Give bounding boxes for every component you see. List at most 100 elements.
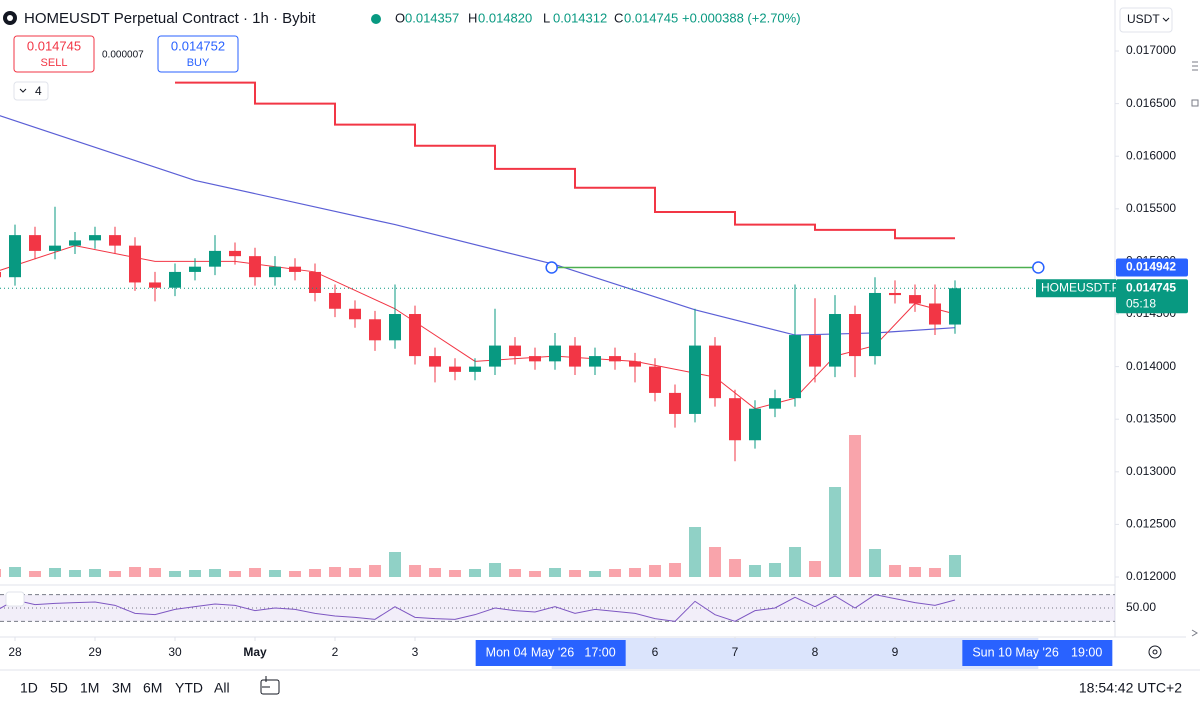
volume-bar [749, 565, 761, 577]
timeframe-button[interactable]: 3M [112, 680, 131, 696]
volume-bar [409, 565, 421, 577]
buy-label: BUY [187, 57, 210, 69]
candle-body [809, 335, 821, 367]
symbol-logo-inner [7, 15, 13, 21]
x-tick-label: 7 [732, 645, 739, 659]
volume-bar [549, 568, 561, 577]
x-tick-label: May [243, 645, 267, 659]
right-toolbar-icons [1191, 61, 1199, 637]
volume-bar [249, 568, 261, 577]
x-tick-label: 6 [652, 645, 659, 659]
x-tick-label: 8 [812, 645, 819, 659]
candle-body [569, 345, 581, 367]
volume-bar [929, 568, 941, 577]
candle-body [49, 245, 61, 251]
candle-body [9, 235, 21, 278]
candle-body [229, 250, 241, 257]
crosshair-date: Mon 04 May '26 [486, 645, 575, 659]
crosshair-time-tag [962, 640, 1113, 666]
y-tick-label: 0.015500 [1126, 201, 1176, 215]
timeframe-button[interactable]: 1M [80, 680, 99, 696]
volume-bar [829, 487, 841, 577]
rsi-tick-label: 50.00 [1126, 600, 1156, 614]
timeframe-button[interactable]: 1D [20, 680, 38, 696]
x-tick-label: 29 [88, 645, 102, 659]
buy-button[interactable] [157, 35, 239, 73]
volume-bar [429, 568, 441, 577]
candle-body [309, 271, 321, 293]
settings-icon[interactable] [1148, 645, 1162, 659]
volume-bar [149, 568, 161, 577]
candle-body [289, 266, 301, 272]
candle-body [0, 271, 1, 278]
candle-body [529, 356, 541, 362]
volume-bar [909, 567, 921, 577]
volume-bar [849, 435, 861, 577]
candle-body [709, 345, 721, 399]
sell-label: SELL [41, 57, 68, 69]
ohlc-key: C [614, 10, 623, 25]
ohlc-value: 0.014820 [478, 10, 532, 25]
icon[interactable] [1191, 99, 1199, 107]
volume-bar [589, 571, 601, 577]
timeframe-button[interactable]: 5D [50, 680, 68, 696]
rsi-legend-toggle[interactable] [5, 591, 25, 607]
timeframe-button[interactable]: 6M [143, 680, 162, 696]
ohlc-value: 0.014745 [624, 10, 678, 25]
currency: USDT [1127, 12, 1160, 26]
indicator-toggle[interactable] [13, 81, 49, 101]
candle-body [169, 271, 181, 288]
rsi-line [0, 594, 956, 622]
x-tick-label: 2 [332, 645, 339, 659]
candle-body [189, 266, 201, 272]
market-status [371, 14, 381, 24]
right-toolbar [1186, 40, 1200, 640]
volume-bar [729, 559, 741, 577]
timeframe-button[interactable]: YTD [175, 680, 203, 696]
candle-body [489, 345, 501, 367]
icon[interactable] [1191, 629, 1198, 637]
clock: 18:54:42 UTC+2 [1079, 680, 1182, 696]
ohlc-key: H [468, 10, 477, 25]
volume-bar [889, 565, 901, 577]
ray-price-label: 0.014942 [1126, 260, 1176, 274]
volume-bar [489, 563, 501, 577]
timeframe-button[interactable]: All [214, 680, 230, 696]
volume-bar [689, 527, 701, 577]
candle-body [849, 314, 861, 357]
volume-bar [369, 565, 381, 577]
candle-body [349, 308, 361, 320]
menu-icon[interactable] [1192, 61, 1198, 71]
candle-body [549, 345, 561, 362]
ray-handle[interactable] [545, 261, 558, 274]
chart-title[interactable]: HOMEUSDT Perpetual Contract · 1h · Bybit [24, 10, 316, 27]
ohlc-key: O [395, 10, 405, 25]
volume-bar [789, 547, 801, 577]
spread: 0.000007 [102, 50, 144, 61]
x-tick-label: 3 [412, 645, 419, 659]
step-line [175, 81, 955, 240]
ohlc-value: 0.014312 [553, 10, 607, 25]
candle-body [409, 314, 421, 357]
volume-bar [609, 569, 621, 577]
y-tick-label: 0.013500 [1126, 411, 1176, 425]
chevron-icon [19, 88, 27, 93]
ray-handle[interactable] [1032, 261, 1045, 274]
volume-bar [509, 569, 521, 577]
volume-bar [229, 571, 241, 577]
symbol-tag-label: HOMEUSDT.P [1041, 280, 1120, 294]
volume-bar [329, 567, 341, 577]
currency-selector[interactable] [1119, 7, 1173, 33]
candle-body [149, 282, 161, 288]
x-tick-label: 28 [8, 645, 22, 659]
candle-body [889, 292, 901, 296]
y-tick-label: 0.016500 [1126, 96, 1176, 110]
sell-button[interactable] [13, 35, 95, 73]
volume-bar [469, 569, 481, 577]
candle-body [769, 398, 781, 409]
volume-bar [629, 568, 641, 577]
symbol-tag [1036, 279, 1116, 298]
replay-icon[interactable] [260, 676, 280, 695]
